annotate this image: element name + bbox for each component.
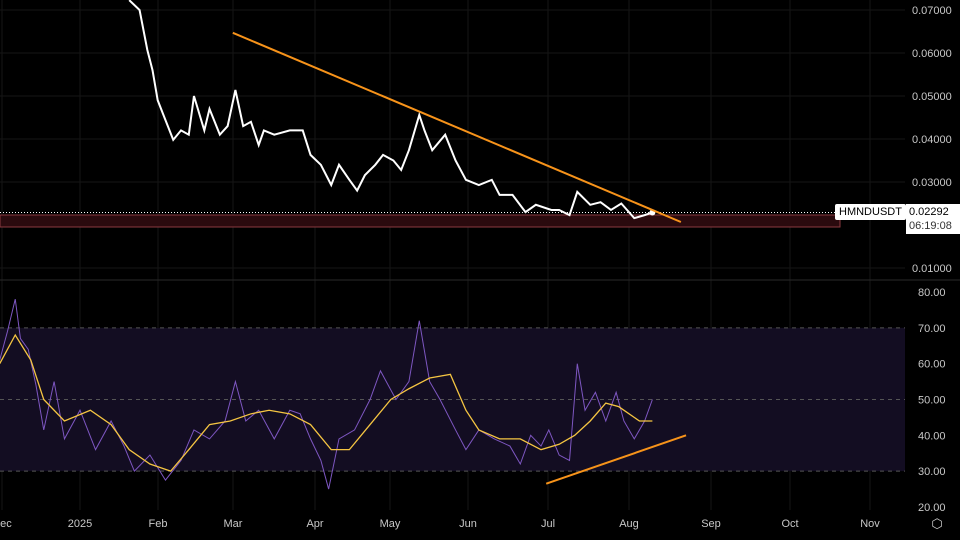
price-tick: 0.07000	[912, 5, 952, 17]
month-label: Nov	[860, 518, 880, 530]
price-tick: 0.01000	[912, 263, 952, 275]
month-label: Feb	[149, 518, 168, 530]
rsi-tick: 70.00	[918, 323, 946, 335]
month-label: Jun	[459, 518, 477, 530]
rsi-tick: 50.00	[918, 394, 946, 406]
month-label: Mar	[224, 518, 243, 530]
rsi-trendline	[545, 434, 687, 485]
month-label: May	[380, 518, 401, 530]
month-label: Apr	[306, 518, 323, 530]
month-label: Oct	[781, 518, 798, 530]
month-label: Sep	[701, 518, 721, 530]
price-tick: 0.05000	[912, 91, 952, 103]
bar-countdown: 06:19:08	[909, 220, 952, 232]
price-zone	[0, 214, 841, 228]
price-tick: 0.04000	[912, 134, 952, 146]
price-trendline	[232, 31, 682, 223]
rsi-ma-line	[0, 333, 653, 472]
month-label: Dec	[0, 518, 12, 530]
rsi-tick: 30.00	[918, 466, 946, 478]
rsi-tick: 80.00	[918, 287, 946, 299]
price-line	[128, 0, 653, 220]
month-label: Aug	[619, 518, 639, 530]
last-price: 0.02292	[909, 206, 949, 218]
symbol-label: HMNDUSDT	[835, 204, 906, 220]
month-label: 2025	[68, 518, 92, 530]
price-tick: 0.06000	[912, 48, 952, 60]
settings-icon[interactable]: ⬡	[931, 517, 943, 532]
last-price-label: 0.02292 06:19:08	[906, 204, 960, 234]
rsi-tick: 40.00	[918, 430, 946, 442]
rsi-tick: 60.00	[918, 359, 946, 371]
rsi-tick: 20.00	[918, 502, 946, 514]
price-tick: 0.03000	[912, 177, 952, 189]
rsi-line	[0, 299, 653, 490]
month-label: Jul	[541, 518, 555, 530]
